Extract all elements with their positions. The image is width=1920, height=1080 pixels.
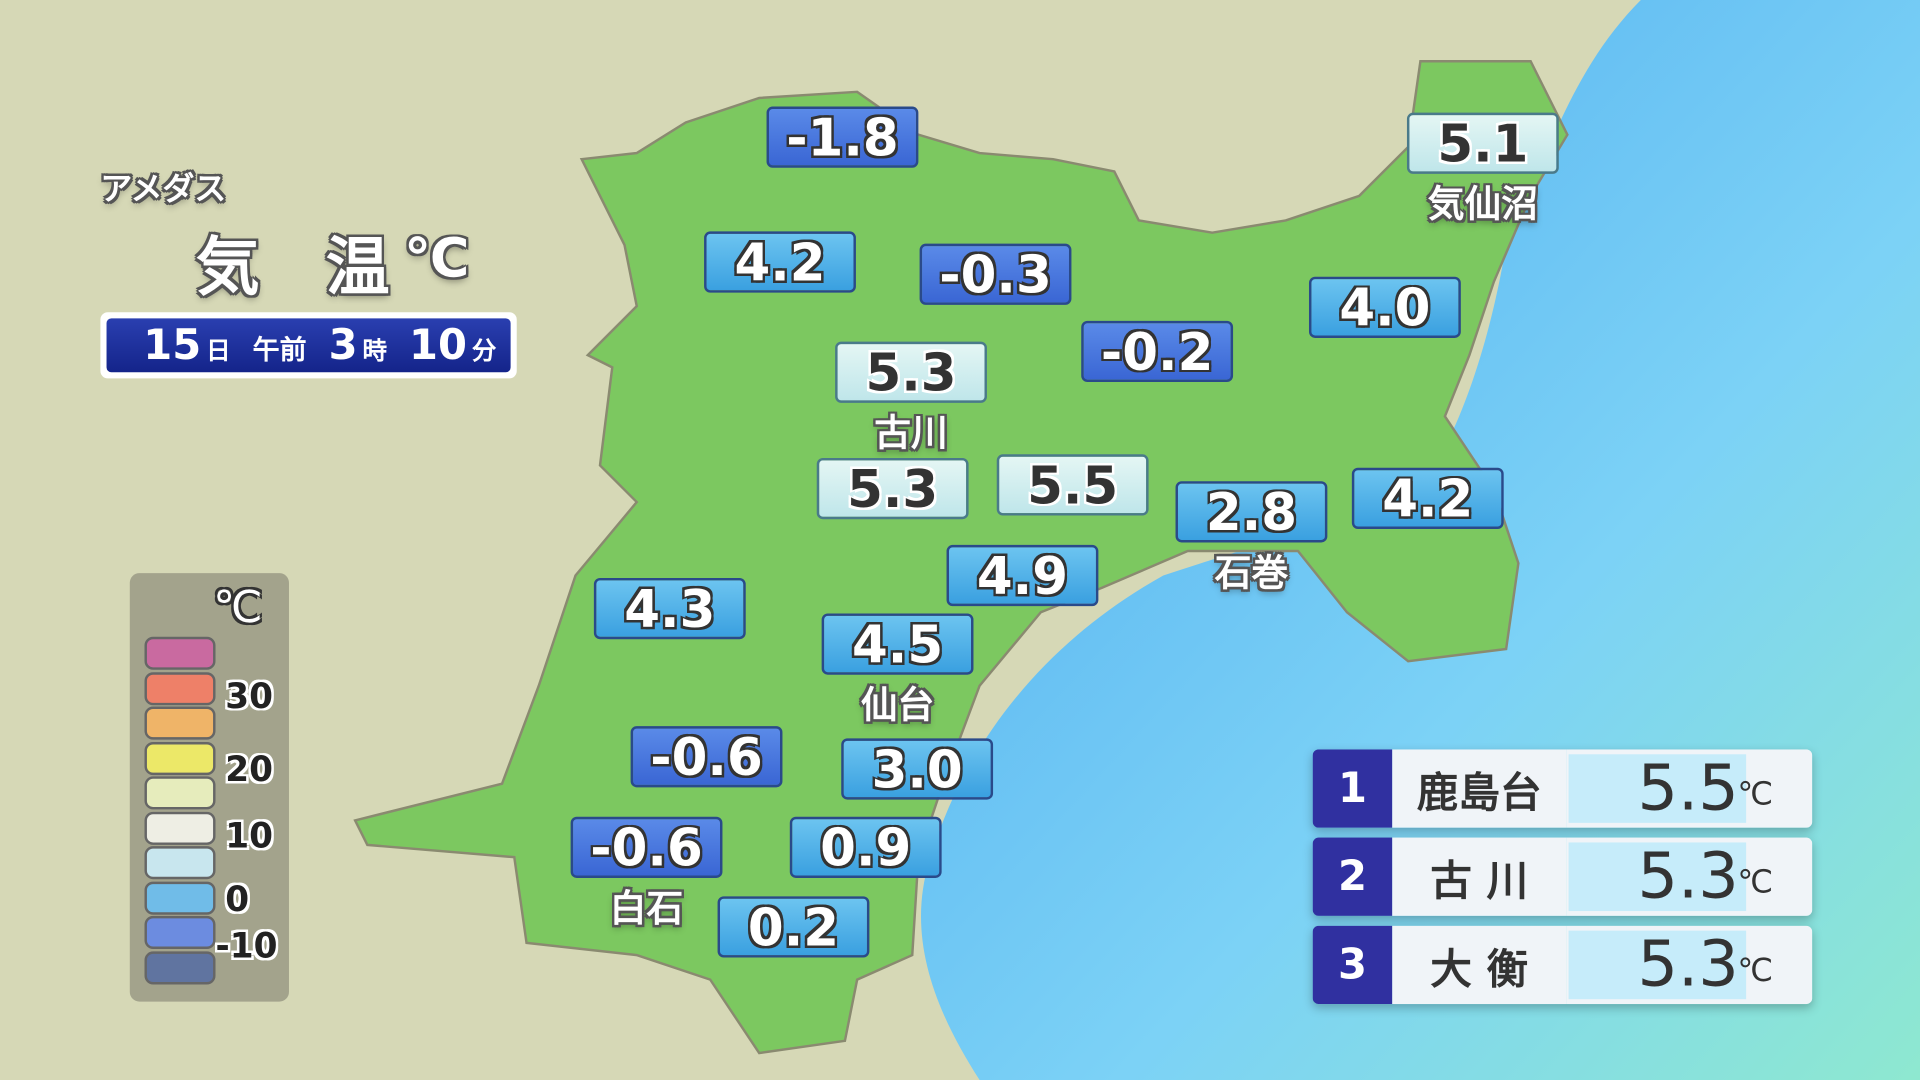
temperature-value: -0.6 <box>650 726 763 787</box>
day: 15 <box>143 320 202 370</box>
station-marker: 5.3 <box>816 457 969 520</box>
station-name: 白石 <box>609 887 684 931</box>
temperature-value: 4.9 <box>976 545 1069 606</box>
temperature-value: -0.2 <box>1100 321 1214 382</box>
rank-station: 大 衡 <box>1392 925 1567 1005</box>
rank-number: 1 <box>1312 749 1393 828</box>
temperature-value: 4.2 <box>734 232 826 293</box>
temperature-value: -0.6 <box>590 817 703 878</box>
station-marker: 5.1 <box>1406 112 1559 174</box>
station-name: 石巻 <box>1214 552 1289 596</box>
legend-tick: 0 <box>225 879 250 920</box>
legend-swatch <box>144 881 216 915</box>
rank-temperature: 5.5 ℃ <box>1566 749 1813 828</box>
station-marker: 4.3 <box>593 577 746 640</box>
rank-temperature: 5.3 ℃ <box>1566 925 1813 1005</box>
temperature-value: -0.3 <box>939 244 1052 305</box>
legend-tick: 30 <box>225 675 274 717</box>
temperature-value: 0.9 <box>820 817 912 878</box>
legend-swatch <box>144 671 216 705</box>
station-marker: -0.2 <box>1081 320 1234 383</box>
day-unit: 日 <box>206 335 231 365</box>
temperature-value: -1.8 <box>786 107 899 168</box>
rank-unit: ℃ <box>1737 776 1774 814</box>
station-marker: 3.0 <box>841 738 994 800</box>
legend-swatch <box>144 915 216 949</box>
rank-bar <box>1568 842 1747 912</box>
station-marker: -1.8 <box>766 106 919 168</box>
rank-number: 3 <box>1312 925 1393 1005</box>
temperature-value: 4.3 <box>624 578 716 639</box>
temperature-value: 2.8 <box>1205 481 1297 542</box>
legend-unit: ℃ <box>213 582 263 634</box>
station-marker: 4.2 <box>704 231 856 293</box>
ampm: 午前 <box>252 335 307 367</box>
station-marker: 4.2 <box>1351 467 1504 529</box>
map-title: 気 温 <box>195 231 412 305</box>
unit-label: ℃ <box>404 227 470 291</box>
rank-bar <box>1568 930 1747 1000</box>
legend-swatch <box>144 846 216 880</box>
legend-swatch <box>144 706 216 740</box>
rank-value: 5.5 <box>1637 751 1739 826</box>
rank-value: 5.3 <box>1637 840 1739 914</box>
station-marker: 2.8 <box>1175 481 1328 543</box>
station-marker: 0.2 <box>717 896 870 958</box>
temperature-value: 4.2 <box>1382 468 1474 529</box>
data-source-label: アメダス <box>100 171 227 209</box>
rank-unit: ℃ <box>1737 864 1774 902</box>
color-legend: ℃ 30 20 10 0 -10 <box>129 573 289 1002</box>
minute-unit: 分 <box>471 335 497 365</box>
hour: 3 <box>328 320 358 370</box>
temperature-value: 0.2 <box>747 896 840 957</box>
minute: 10 <box>409 320 467 370</box>
station-name: 気仙沼 <box>1427 183 1538 227</box>
temperature-value: 5.3 <box>847 458 939 519</box>
station-name: 仙台 <box>860 684 935 728</box>
legend-swatch <box>144 811 216 845</box>
temperature-value: 5.1 <box>1437 113 1529 174</box>
station-marker: -0.6 <box>630 726 783 788</box>
rank-temperature: 5.3 ℃ <box>1566 837 1813 916</box>
station-marker: 4.9 <box>946 544 1099 607</box>
legend-swatch <box>144 950 216 984</box>
legend-tick: -10 <box>215 925 278 967</box>
rank-station: 鹿島台 <box>1392 749 1567 828</box>
rank-unit: ℃ <box>1737 952 1774 990</box>
station-marker: 5.5 <box>996 454 1149 516</box>
legend-tick: 20 <box>225 749 274 790</box>
rank-number: 2 <box>1312 837 1393 916</box>
legend-swatch <box>144 636 216 670</box>
temperature-value: 4.5 <box>852 614 944 675</box>
rank-station: 古 川 <box>1392 837 1567 916</box>
temperature-value: 4.0 <box>1339 277 1431 338</box>
station-marker: 4.0 <box>1308 276 1461 338</box>
ranking-row: 1 鹿島台 5.5 ℃ <box>1312 749 1813 828</box>
temperature-value: 5.5 <box>1027 454 1119 515</box>
rank-value: 5.3 <box>1637 928 1739 1002</box>
legend-swatch <box>144 776 216 810</box>
legend-tick: 10 <box>225 815 274 856</box>
station-name: 古川 <box>874 412 948 456</box>
legend-swatch <box>144 741 216 775</box>
station-marker: -0.6 <box>570 816 723 878</box>
station-marker: 4.5 <box>821 613 974 675</box>
station-marker: 0.9 <box>789 816 942 878</box>
temperature-value: 5.3 <box>865 342 957 403</box>
station-marker: -0.3 <box>919 243 1072 305</box>
station-marker: 5.3 <box>835 341 987 403</box>
hour-unit: 時 <box>362 335 387 365</box>
rank-bar <box>1568 754 1747 823</box>
temperature-value: 3.0 <box>871 738 963 799</box>
